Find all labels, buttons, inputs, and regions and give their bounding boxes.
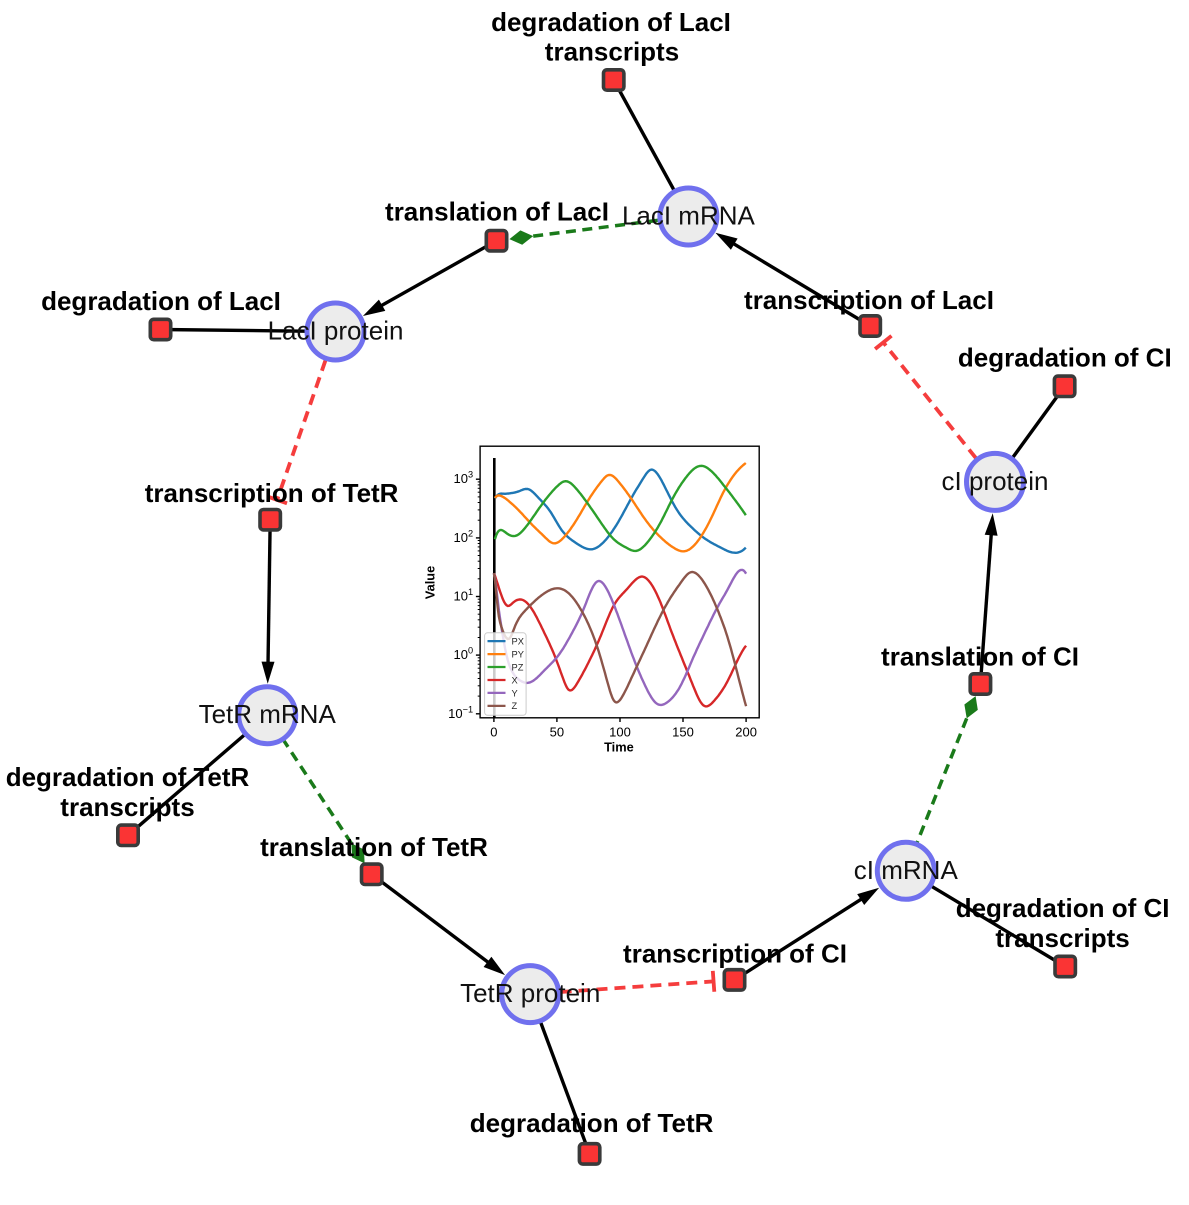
- svg-text:cI mRNA: cI mRNA: [854, 855, 959, 885]
- svg-text:cI protein: cI protein: [942, 466, 1049, 496]
- svg-text:50: 50: [550, 725, 564, 740]
- svg-text:transcripts: transcripts: [545, 37, 679, 67]
- svg-text:transcripts: transcripts: [995, 923, 1129, 953]
- svg-text:150: 150: [672, 725, 694, 740]
- svg-text:200: 200: [735, 725, 757, 740]
- svg-text:translation of TetR: translation of TetR: [260, 832, 488, 862]
- svg-text:transcription of LacI: transcription of LacI: [744, 285, 994, 315]
- svg-text:0: 0: [490, 725, 497, 740]
- svg-text:degradation of CI: degradation of CI: [958, 342, 1172, 372]
- svg-text:degradation of TetR: degradation of TetR: [470, 1108, 714, 1138]
- svg-text:PZ: PZ: [512, 662, 524, 672]
- svg-text:PY: PY: [512, 650, 524, 660]
- svg-text:PX: PX: [512, 637, 524, 647]
- svg-text:translation of LacI: translation of LacI: [385, 197, 609, 227]
- svg-text:Time: Time: [604, 740, 634, 755]
- svg-text:LacI mRNA: LacI mRNA: [622, 201, 756, 231]
- svg-text:Y: Y: [512, 688, 518, 698]
- svg-text:translation of CI: translation of CI: [881, 642, 1079, 672]
- svg-text:LacI protein: LacI protein: [268, 316, 404, 346]
- svg-text:Value: Value: [423, 566, 438, 599]
- svg-text:Z: Z: [512, 701, 518, 711]
- svg-text:transcripts: transcripts: [60, 792, 194, 822]
- svg-text:TetR protein: TetR protein: [460, 978, 600, 1008]
- svg-text:degradation of TetR: degradation of TetR: [6, 762, 250, 792]
- svg-text:100: 100: [609, 725, 631, 740]
- svg-text:degradation of CI: degradation of CI: [956, 893, 1170, 923]
- svg-text:X: X: [512, 675, 518, 685]
- svg-text:degradation of LacI: degradation of LacI: [41, 286, 281, 316]
- svg-text:degradation of LacI: degradation of LacI: [491, 7, 731, 37]
- svg-text:transcription of TetR: transcription of TetR: [145, 478, 399, 508]
- svg-text:TetR mRNA: TetR mRNA: [199, 699, 337, 729]
- svg-text:transcription of CI: transcription of CI: [623, 939, 847, 969]
